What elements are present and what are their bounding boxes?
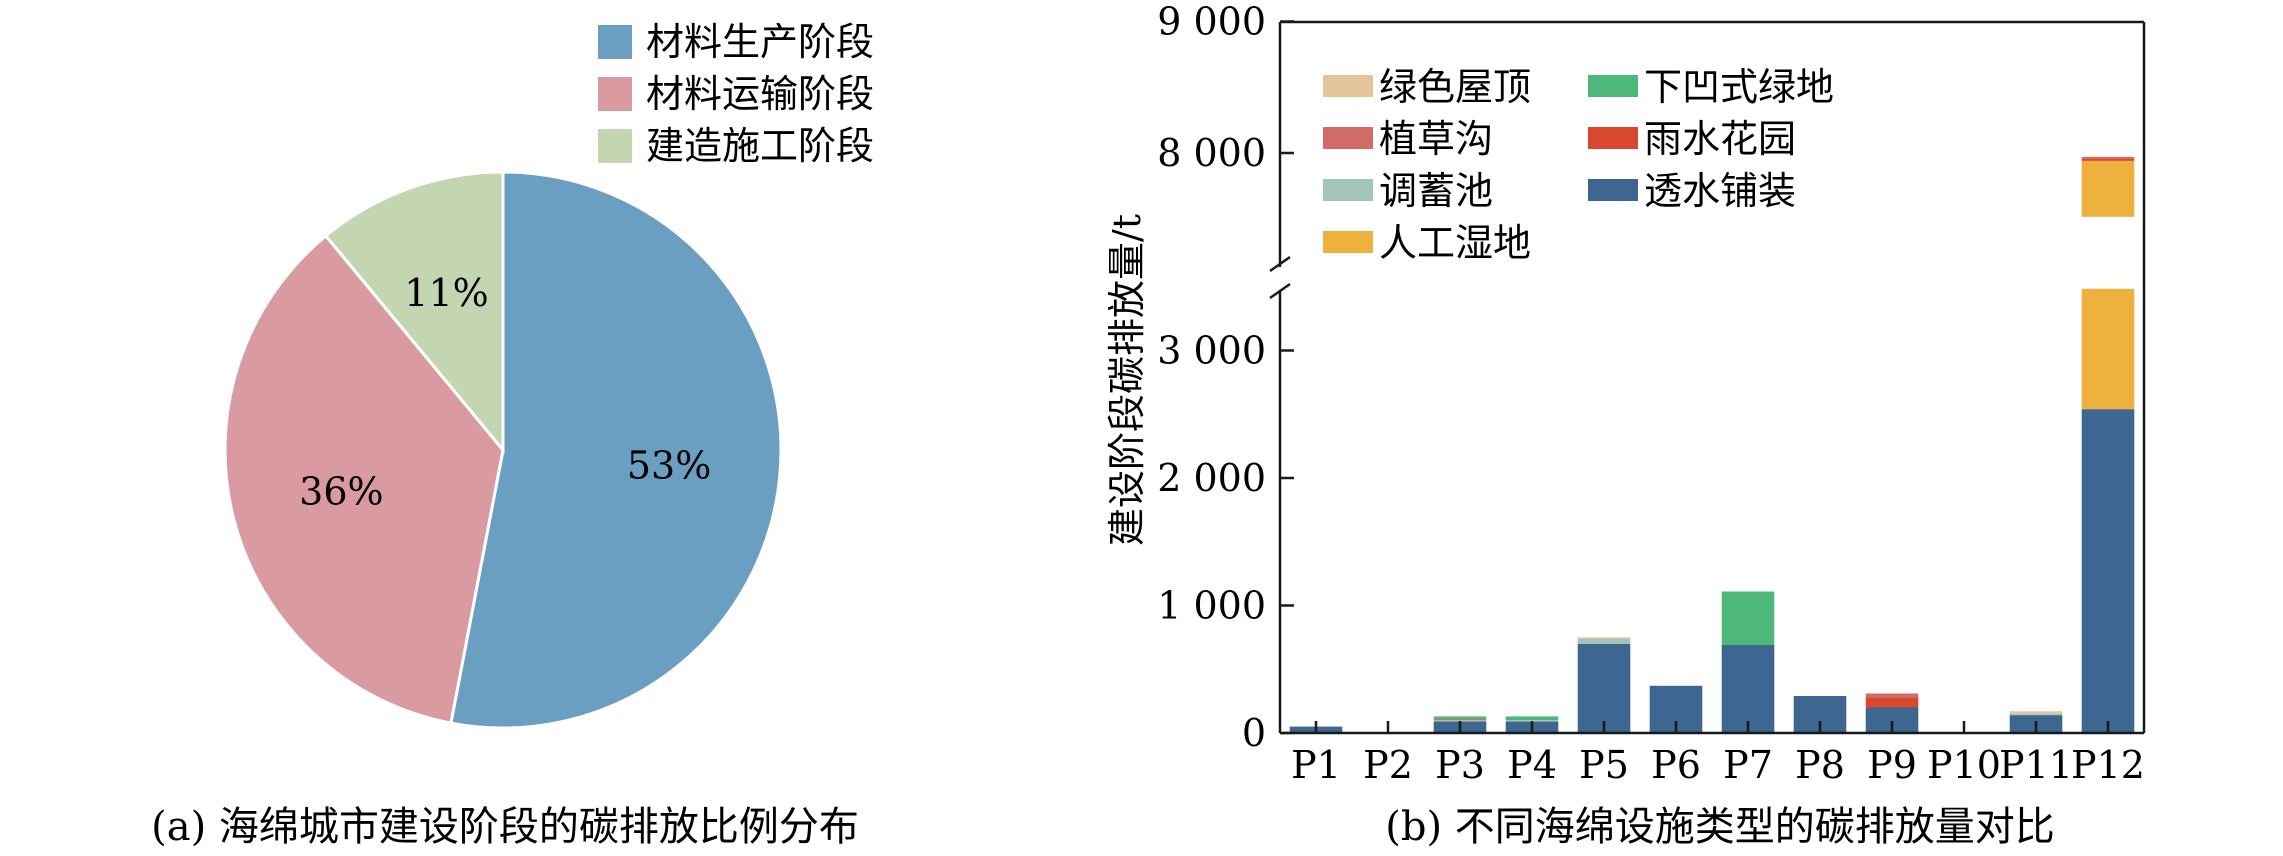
pie-slice-label: 36% (299, 470, 383, 514)
x-tick-label: P2 (1363, 743, 1413, 787)
y-tick-label: 3 000 (1157, 329, 1266, 373)
legend-swatch (1323, 75, 1373, 97)
x-tick-label: P10 (1927, 743, 2001, 787)
legend-swatch (1588, 127, 1638, 149)
bar-segment (1865, 693, 1919, 698)
legend-swatch (598, 25, 632, 59)
legend-swatch (598, 77, 632, 111)
pie-slice-label: 53% (627, 444, 711, 488)
bar-segment (1505, 720, 1559, 722)
pie-slice-3 (323, 170, 505, 455)
legend-label: 材料运输阶段 (646, 72, 874, 116)
y-tick-label: 0 (1242, 711, 1266, 755)
pie-slice-1 (449, 170, 783, 730)
legend-label: 人工湿地 (1379, 221, 1531, 265)
pie-slice-label: 11% (404, 271, 488, 315)
bar-segment (2081, 160, 2135, 217)
bar-segment (2081, 158, 2135, 161)
bar-segment (1721, 645, 1775, 733)
axis-break-mark (1269, 282, 1291, 300)
bar-segment (1433, 720, 1487, 722)
y-tick-label: 8 000 (1157, 131, 1266, 175)
legend-label: 绿色屋顶 (1379, 65, 1531, 109)
bar-segment (2009, 711, 2063, 714)
legend-swatch (598, 129, 632, 163)
pie-slices (223, 170, 783, 730)
y-axis-label: 建设阶段碳排放量/t (1105, 214, 1149, 546)
bar-segment (1721, 591, 1775, 645)
bar-segment (1505, 716, 1559, 721)
legend-swatch (1323, 127, 1373, 149)
legend-swatch (1323, 179, 1373, 201)
x-tick-label: P8 (1795, 743, 1845, 787)
bar-segment (2081, 409, 2135, 733)
x-tick-label: P3 (1435, 743, 1485, 787)
x-tick-label: P6 (1651, 743, 1701, 787)
bar-axes (1269, 20, 2146, 735)
legend-label: 调蓄池 (1379, 169, 1493, 213)
legend-label: 材料生产阶段 (646, 20, 874, 64)
x-tick-label: P4 (1507, 743, 1557, 787)
legend-label: 雨水花园 (1644, 117, 1796, 161)
legend-label: 植草沟 (1379, 117, 1493, 161)
x-tick-label: P9 (1867, 743, 1917, 787)
x-tick-label: P12 (2071, 743, 2145, 787)
bar-segment (2081, 156, 2135, 159)
y-tick-label: 1 000 (1157, 584, 1266, 628)
bar-segment (1577, 638, 1631, 644)
bar-segment (2081, 288, 2135, 410)
bar-segment (1433, 719, 1487, 721)
bar-segment (1865, 697, 1919, 708)
axis-break-mark (1269, 255, 1291, 273)
x-tick-label: P1 (1291, 743, 1341, 787)
pie-caption: (a) 海绵城市建设阶段的碳排放比例分布 (151, 804, 859, 850)
pie-slice-2 (223, 233, 505, 725)
legend-swatch (1588, 179, 1638, 201)
bar-caption: (b) 不同海绵设施类型的碳排放量对比 (1385, 804, 2055, 850)
bar-segment (1433, 716, 1487, 719)
legend-swatch (1588, 75, 1638, 97)
bar-segment (1577, 643, 1631, 734)
bar-segment (2009, 713, 2063, 716)
y-tick-label: 2 000 (1157, 456, 1266, 500)
x-tick-label: P5 (1579, 743, 1629, 787)
legend-label: 建造施工阶段 (646, 124, 874, 168)
legend-label: 透水铺装 (1644, 169, 1796, 213)
x-tick-label: P11 (1999, 743, 2073, 787)
y-tick-labels: 0 1 000 2 000 3 000 8 000 9 000 (1157, 0, 1266, 755)
legend-label: 下凹式绿地 (1644, 65, 1834, 109)
y-tick-label: 9 000 (1157, 0, 1266, 44)
bar-segment (1577, 637, 1631, 639)
x-tick-label: P7 (1723, 743, 1773, 787)
legend-swatch (1323, 231, 1373, 253)
pie-slice-labels: 53% 36% 11% (299, 271, 711, 513)
